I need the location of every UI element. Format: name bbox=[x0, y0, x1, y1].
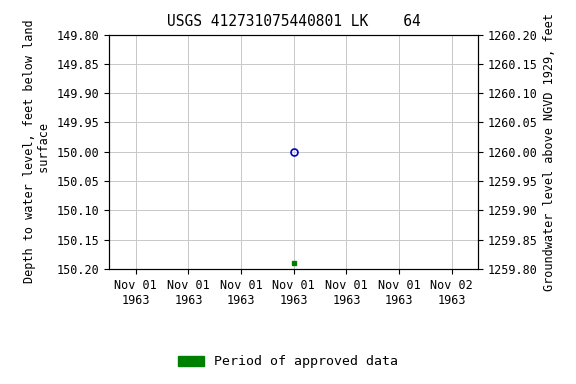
Y-axis label: Depth to water level, feet below land
 surface: Depth to water level, feet below land su… bbox=[24, 20, 51, 283]
Title: USGS 412731075440801 LK    64: USGS 412731075440801 LK 64 bbox=[167, 14, 420, 29]
Legend: Period of approved data: Period of approved data bbox=[172, 350, 404, 374]
Y-axis label: Groundwater level above NGVD 1929, feet: Groundwater level above NGVD 1929, feet bbox=[543, 13, 556, 291]
